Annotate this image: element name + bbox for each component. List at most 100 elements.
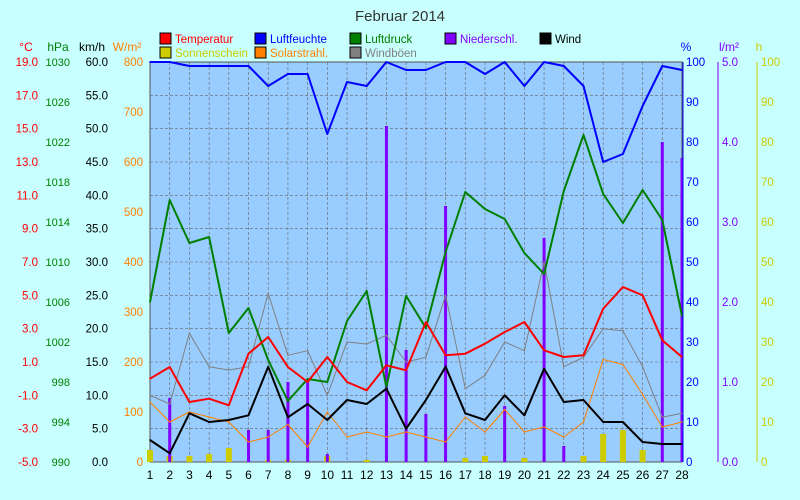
x-tick-label: 22	[557, 468, 571, 482]
solarstrahl--point	[602, 358, 604, 361]
legend-swatch	[254, 46, 267, 59]
pressure-tick-label: 1002	[46, 337, 70, 349]
wind-point	[681, 443, 683, 445]
legend-label: Luftdruck	[365, 34, 413, 46]
solarstrahl--point	[326, 411, 329, 413]
wind-point	[306, 403, 309, 405]
luftfeuchte-point	[405, 69, 407, 71]
niederschl--bar	[168, 398, 172, 462]
niederschl--bar	[384, 126, 388, 462]
solarstrahl--point	[287, 423, 289, 426]
temperatur-point	[503, 331, 506, 333]
niederschl--bar	[680, 158, 684, 462]
temperatur-point	[208, 397, 210, 400]
luftfeuchte-point	[247, 65, 250, 67]
niederschl--bar	[266, 430, 270, 462]
temperatur-point	[602, 307, 604, 310]
solarstrahl--point	[267, 436, 270, 438]
sonnenschein-bar	[225, 448, 232, 462]
wind-point	[208, 421, 210, 423]
luftdruck-point	[661, 219, 664, 221]
sunshine-tick-label: 90	[761, 97, 774, 109]
luftfeuchte-point	[346, 81, 348, 83]
temperatur-point	[582, 354, 585, 357]
legend-label: Luftfeuchte	[270, 34, 327, 46]
wind-tick-label: 25.0	[86, 290, 108, 302]
luftfeuchte-point	[464, 61, 467, 63]
solar-tick-label: 800	[124, 57, 143, 69]
niederschl--bar	[444, 206, 448, 462]
sonnenschein-bar	[619, 430, 626, 462]
wind-tick-label: 15.0	[86, 357, 108, 369]
x-tick-label: 5	[225, 468, 232, 482]
luftfeuchte-point	[267, 85, 270, 87]
x-tick-label: 1	[147, 468, 154, 482]
temperatur-point	[149, 377, 151, 380]
luftdruck-point	[365, 290, 368, 292]
temp-tick-label: -3.0	[18, 424, 38, 436]
temp-tick-label: -1.0	[18, 390, 38, 402]
wind-point	[523, 414, 526, 417]
wind-point	[503, 394, 506, 397]
solarstrahl--point	[641, 393, 644, 396]
temp-tick-label: 1.0	[22, 357, 38, 369]
solarstrahl--point	[149, 401, 151, 403]
windb-en-point	[602, 327, 604, 330]
solarstrahl--line	[149, 359, 683, 448]
wind-point	[582, 399, 585, 401]
temperatur-point	[326, 356, 329, 358]
solar-tick-label: 700	[124, 107, 143, 119]
wind-point	[562, 401, 565, 403]
precip-tick-label: 4.0	[722, 137, 738, 149]
luftfeuchte-point	[562, 65, 565, 67]
solarstrahl--point	[168, 421, 171, 423]
temp-tick-label: 5.0	[22, 290, 38, 302]
legend-swatch	[159, 46, 172, 59]
solar-unit-label: W/m²	[113, 40, 142, 54]
temp-tick-label: 9.0	[22, 224, 38, 236]
legend-swatch	[254, 32, 267, 45]
x-tick-label: 20	[518, 468, 532, 482]
wind-tick-label: 40.0	[86, 190, 108, 202]
legend-label: Solarstrahl.	[270, 48, 328, 60]
temperatur-point	[681, 356, 683, 358]
luftdruck-point	[641, 189, 644, 191]
x-tick-label: 2	[166, 468, 173, 482]
sonnenschein-bar	[521, 458, 528, 462]
humidity-tick-label: 60	[686, 217, 699, 229]
solarstrahl--point	[464, 416, 467, 418]
luftfeuchte-point	[228, 65, 230, 67]
windb-en-point	[365, 343, 368, 345]
luftdruck-point	[188, 242, 191, 244]
x-tick-label: 28	[675, 468, 689, 482]
pressure-tick-label: 1030	[46, 57, 70, 69]
solarstrahl--point	[405, 431, 407, 433]
solarstrahl--point	[385, 436, 388, 438]
humidity-tick-label: 70	[686, 177, 699, 189]
humidity-tick-label: 50	[686, 257, 699, 269]
temperatur-point	[365, 389, 368, 392]
windb-en-point	[641, 365, 644, 368]
x-tick-label: 3	[186, 468, 193, 482]
temperatur-point	[543, 349, 545, 352]
temperatur-point	[641, 294, 644, 297]
windb-en-point	[208, 365, 210, 368]
wind-tick-label: 60.0	[86, 57, 108, 69]
temperatur-point	[464, 352, 467, 355]
luftdruck-point	[425, 327, 427, 329]
wind-point	[267, 365, 270, 368]
windb-en-point	[405, 361, 407, 363]
pressure-tick-label: 1010	[46, 257, 70, 269]
pressure-unit-label: hPa	[47, 40, 69, 54]
luftfeuchte-point	[149, 61, 151, 63]
luftdruck-point	[385, 386, 388, 388]
x-tick-label: 18	[478, 468, 492, 482]
x-tick-label: 23	[577, 468, 591, 482]
sunshine-tick-label: 20	[761, 377, 774, 389]
luftdruck-point	[562, 190, 565, 192]
wind-point	[287, 416, 289, 419]
luftfeuchte-point	[641, 105, 644, 107]
wind-tick-label: 20.0	[86, 324, 108, 336]
sonnenschein-bar	[580, 456, 587, 462]
legend-label: Niederschl.	[460, 34, 518, 46]
